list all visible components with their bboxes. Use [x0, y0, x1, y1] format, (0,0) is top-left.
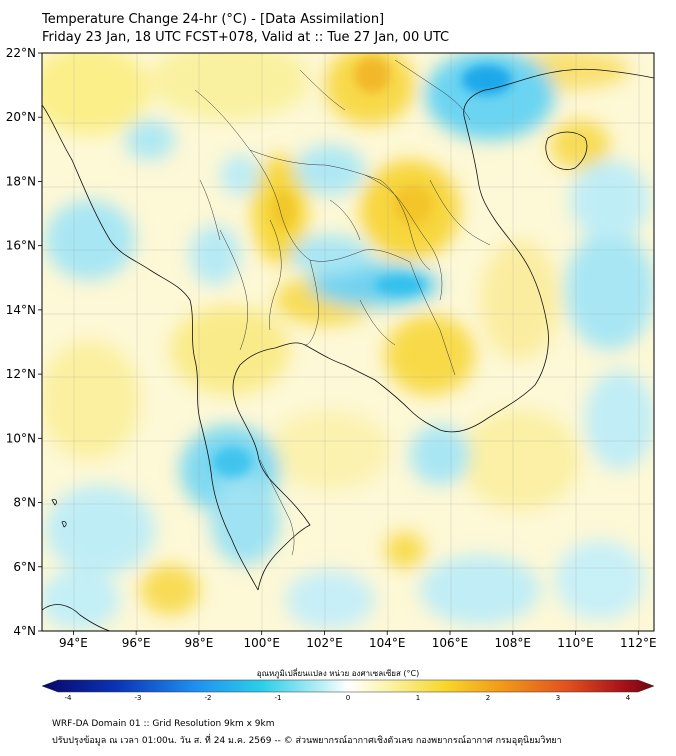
lat-label: 12°N — [6, 367, 36, 381]
temperature-field — [42, 53, 654, 631]
colorbar-tick-label: 1 — [416, 694, 420, 702]
colorbar-ticks: -4 -3 -2 -1 0 1 2 3 4 — [65, 694, 631, 702]
footer-update-info: ปรับปรุงข้อมูล ณ เวลา 01:00น. วัน ส. ที่… — [52, 736, 562, 746]
lat-label: 6°N — [13, 560, 36, 574]
latitude-labels: 22°N 20°N 18°N 16°N 14°N 12°N 10°N 8°N 6°N 4°N — [6, 46, 42, 638]
lon-label: 104°E — [369, 636, 406, 650]
colorbar-tick-label: 0 — [346, 694, 350, 702]
admin-borders — [194, 59, 491, 556]
lat-label: 4°N — [13, 624, 36, 638]
gridlines — [42, 53, 654, 631]
lat-label: 10°N — [6, 431, 36, 445]
lon-label: 98°E — [184, 636, 213, 650]
lat-label: 18°N — [6, 174, 36, 188]
colorbar: -4 -3 -2 -1 0 1 2 3 4 — [41, 679, 655, 702]
lon-label: 100°E — [243, 636, 280, 650]
lat-label: 8°N — [13, 496, 36, 510]
lon-label: 108°E — [495, 636, 532, 650]
lon-label: 112°E — [620, 636, 657, 650]
lat-label: 16°N — [6, 239, 36, 253]
longitude-labels: 94°E 96°E 98°E 100°E 102°E 104°E 106°E 108°E 110… — [59, 631, 657, 650]
lon-label: 110°E — [557, 636, 594, 650]
map-title: Temperature Change 24-hr (°C) - [Data As… — [42, 12, 385, 27]
coastlines — [42, 68, 654, 631]
colorbar-title: อุณหภูมิเปลี่ยนแปลง หน่วย องศาเซลเซียส (… — [256, 669, 420, 678]
colorbar-bar — [41, 679, 655, 693]
lat-label: 20°N — [6, 110, 36, 124]
plot-frame — [41, 52, 655, 632]
lat-label: 22°N — [6, 46, 36, 60]
colorbar-tick-label: -1 — [275, 694, 282, 702]
lon-label: 102°E — [306, 636, 343, 650]
colorbar-tick-label: -4 — [65, 694, 73, 702]
colorbar-tick-label: 2 — [486, 694, 490, 702]
colorbar-tick-label: 3 — [556, 694, 560, 702]
map-subtitle: Friday 23 Jan, 18 UTC FCST+078, Valid at… — [42, 30, 450, 45]
lon-label: 94°E — [59, 636, 88, 650]
colorbar-tick-label: -3 — [135, 694, 142, 702]
colorbar-tick-label: -2 — [205, 694, 212, 702]
colorbar-tick-label: 4 — [626, 694, 631, 702]
lat-label: 14°N — [6, 303, 36, 317]
footer-model-info: WRF-DA Domain 01 :: Grid Resolution 9km … — [52, 719, 275, 729]
lon-label: 96°E — [122, 636, 151, 650]
lon-label: 106°E — [432, 636, 469, 650]
